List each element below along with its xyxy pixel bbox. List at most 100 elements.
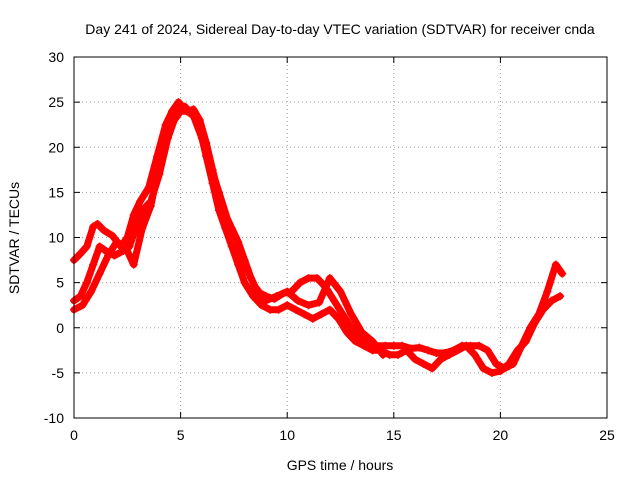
data-point-marker — [189, 111, 198, 120]
data-point-marker — [487, 368, 496, 377]
data-point-marker — [240, 260, 249, 269]
data-point-marker — [347, 310, 356, 319]
data-point-marker — [394, 350, 403, 359]
y-tick-label: 5 — [56, 275, 64, 291]
data-point-marker — [87, 287, 96, 296]
x-tick-label: 0 — [70, 427, 78, 443]
data-point-marker — [336, 287, 345, 296]
data-point-marker — [138, 206, 147, 215]
data-point-marker — [315, 298, 324, 307]
data-point-marker — [300, 310, 309, 319]
data-point-marker — [475, 341, 484, 350]
data-point-marker — [261, 296, 270, 305]
data-point-marker — [82, 242, 91, 251]
series-track-a — [70, 98, 567, 373]
data-point-marker — [492, 359, 501, 368]
data-point-marker — [227, 242, 236, 251]
data-point-marker — [121, 242, 130, 251]
data-point-marker — [240, 278, 249, 287]
data-point-marker — [504, 359, 513, 368]
y-tick-label: -10 — [44, 410, 64, 426]
data-point-marker — [251, 283, 260, 292]
data-point-marker — [93, 219, 102, 228]
axis-ticks: 0 5 10 15 20 25 -10 -5 0 5 10 15 20 25 30 — [44, 49, 615, 443]
data-point-marker — [359, 341, 368, 350]
data-point-marker — [308, 314, 317, 323]
data-series — [70, 98, 567, 377]
data-point-marker — [325, 274, 334, 283]
data-point-marker — [539, 305, 548, 314]
x-tick-label: 20 — [493, 427, 509, 443]
data-point-marker — [295, 278, 304, 287]
data-point-marker — [313, 274, 322, 283]
data-point-marker — [330, 296, 339, 305]
data-point-marker — [272, 292, 281, 301]
data-point-marker — [411, 355, 420, 364]
data-point-marker — [338, 310, 347, 319]
data-point-marker — [197, 134, 206, 143]
data-point-marker — [206, 161, 215, 170]
data-point-marker — [283, 287, 292, 296]
data-point-marker — [419, 359, 428, 368]
data-point-marker — [89, 222, 98, 231]
data-point-marker — [436, 355, 445, 364]
y-tick-label: 30 — [48, 49, 64, 65]
series-line — [70, 103, 387, 359]
data-point-marker — [530, 319, 539, 328]
data-point-marker — [180, 102, 189, 111]
data-point-marker — [368, 337, 377, 346]
data-point-marker — [445, 350, 454, 359]
data-point-marker — [78, 301, 87, 310]
data-point-marker — [496, 367, 505, 376]
data-point-marker — [415, 343, 424, 352]
y-tick-label: 15 — [48, 184, 64, 200]
data-point-marker — [351, 337, 360, 346]
data-point-marker — [108, 231, 117, 240]
x-tick-label: 15 — [386, 427, 402, 443]
data-point-marker — [470, 350, 479, 359]
data-point-marker — [558, 269, 567, 278]
data-point-marker — [82, 278, 91, 287]
data-point-marker — [402, 346, 411, 355]
data-point-marker — [174, 98, 183, 107]
data-point-marker — [76, 292, 85, 301]
data-point-marker — [513, 346, 522, 355]
x-tick-label: 5 — [177, 427, 185, 443]
data-point-marker — [95, 242, 104, 251]
data-point-marker — [129, 260, 138, 269]
y-tick-label: 10 — [48, 230, 64, 246]
x-tick-label: 10 — [279, 427, 295, 443]
series-track-c — [70, 102, 388, 359]
data-point-marker — [223, 215, 232, 224]
y-tick-label: -5 — [52, 365, 65, 381]
data-point-marker — [112, 238, 121, 247]
data-point-marker — [521, 337, 530, 346]
data-point-marker — [483, 346, 492, 355]
data-point-marker — [172, 111, 181, 120]
data-point-marker — [104, 251, 113, 260]
data-point-marker — [551, 260, 560, 269]
data-point-marker — [274, 305, 283, 314]
data-point-marker — [347, 323, 356, 332]
series-line — [70, 98, 566, 372]
data-point-marker — [266, 305, 275, 314]
chart-title: Day 241 of 2024, Sidereal Day-to-day VTE… — [85, 21, 595, 37]
data-point-marker — [453, 346, 462, 355]
y-axis-label: SDTVAR / TECUs — [6, 182, 22, 294]
data-point-marker — [317, 310, 326, 319]
grid — [74, 57, 607, 418]
data-point-marker — [381, 341, 390, 350]
x-tick-label: 25 — [599, 427, 615, 443]
data-point-marker — [76, 249, 85, 258]
data-point-marker — [428, 364, 437, 373]
y-tick-label: 25 — [48, 94, 64, 110]
data-point-marker — [99, 226, 108, 235]
data-point-marker — [283, 301, 292, 310]
data-point-marker — [398, 341, 407, 350]
data-point-marker — [556, 292, 565, 301]
data-point-marker — [342, 328, 351, 337]
data-point-marker — [249, 292, 258, 301]
data-point-marker — [136, 197, 145, 206]
data-point-marker — [304, 301, 313, 310]
